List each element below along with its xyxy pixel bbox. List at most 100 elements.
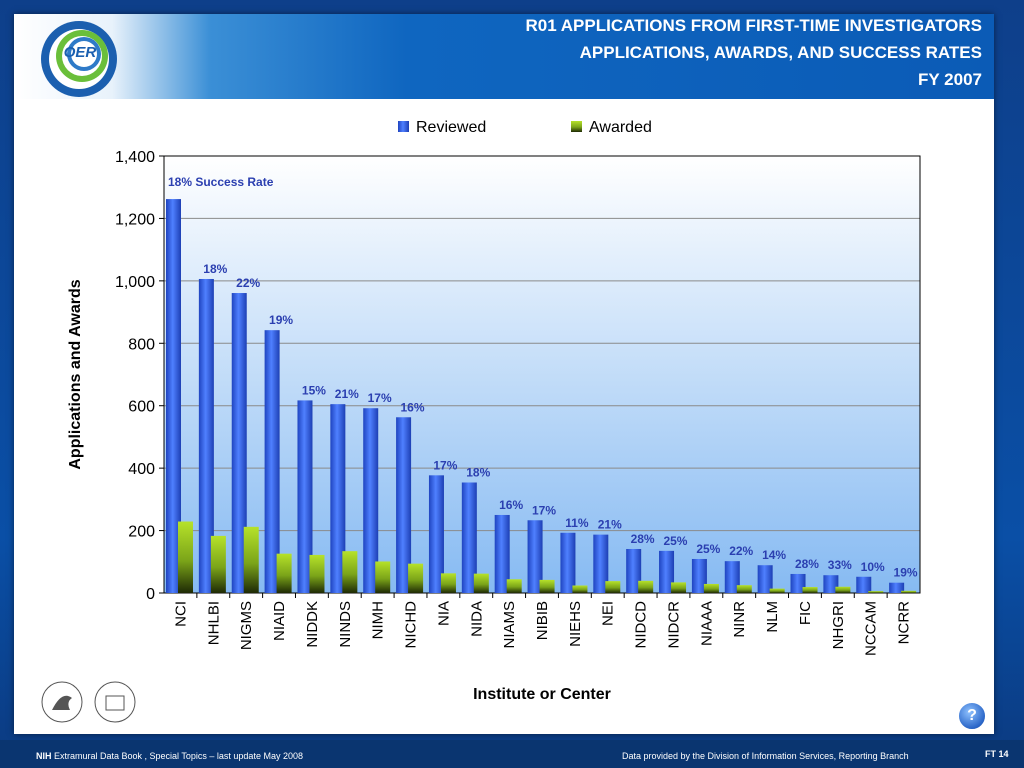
bar-awarded bbox=[408, 563, 424, 593]
x-tick-label: NIAID bbox=[271, 601, 288, 641]
bar-reviewed bbox=[724, 561, 740, 593]
bar-awarded bbox=[440, 573, 456, 593]
title-line-3: FY 2007 bbox=[918, 70, 982, 89]
x-tick-label: NIAMS bbox=[501, 601, 518, 649]
bar-reviewed bbox=[297, 400, 313, 593]
bar-awarded bbox=[342, 551, 358, 593]
bar-awarded bbox=[802, 587, 818, 593]
bar-awarded bbox=[671, 582, 687, 593]
x-tick-label: NEI bbox=[600, 601, 617, 626]
bar-reviewed bbox=[889, 582, 905, 593]
success-rate-label: 21% bbox=[335, 387, 359, 401]
x-tick-label: NIA bbox=[435, 601, 452, 626]
success-rate-label: 28% bbox=[631, 532, 655, 546]
bar-reviewed bbox=[198, 278, 214, 593]
bar-awarded bbox=[309, 554, 325, 593]
bar-reviewed bbox=[231, 293, 247, 593]
bar-reviewed bbox=[527, 520, 543, 593]
x-axis-label: Institute or Center bbox=[473, 686, 611, 703]
bar-awarded bbox=[539, 579, 555, 593]
x-tick-label: NIBIB bbox=[534, 601, 551, 640]
plot-area bbox=[164, 156, 920, 593]
footer-left-text: Extramural Data Book , Special Topics – … bbox=[51, 751, 303, 761]
x-tick-label: NLM bbox=[764, 601, 781, 633]
success-rate-label: 21% bbox=[598, 518, 622, 532]
bar-reviewed bbox=[691, 558, 707, 593]
x-tick-label: NIGMS bbox=[238, 601, 255, 650]
bar-reviewed bbox=[494, 514, 510, 593]
title-line-2: APPLICATIONS, AWARDS, AND SUCCESS RATES bbox=[579, 43, 982, 62]
success-rate-label: 28% bbox=[795, 557, 819, 571]
x-tick-label: NCCAM bbox=[863, 601, 880, 656]
bar-awarded bbox=[276, 553, 292, 593]
success-rate-label: 15% bbox=[302, 383, 326, 397]
x-tick-label: NHLBI bbox=[205, 601, 222, 645]
success-rate-label: 18% bbox=[203, 262, 227, 276]
x-tick-label: NINDS bbox=[337, 601, 354, 648]
success-rate-label: 14% bbox=[762, 548, 786, 562]
footer-bar bbox=[0, 740, 1024, 768]
bar-awarded bbox=[572, 585, 588, 593]
footer-page-number: FT 14 bbox=[985, 749, 1009, 759]
bar-reviewed bbox=[396, 417, 412, 593]
bar-awarded bbox=[703, 583, 719, 593]
bar-awarded bbox=[769, 588, 785, 593]
footer-left: NIH Extramural Data Book , Special Topic… bbox=[36, 751, 303, 761]
x-tick-label: NIAAA bbox=[698, 601, 715, 646]
bar-awarded bbox=[506, 579, 522, 593]
x-tick-label: NIDCR bbox=[665, 601, 682, 649]
x-tick-label: NIDCD bbox=[633, 601, 650, 649]
bar-reviewed bbox=[560, 532, 576, 593]
bar-awarded bbox=[835, 586, 851, 593]
bar-awarded bbox=[210, 535, 226, 593]
bar-awarded bbox=[868, 591, 884, 593]
y-axis-label: Applications and Awards bbox=[67, 279, 84, 469]
legend-swatch-awarded bbox=[571, 121, 582, 132]
success-rate-label: 19% bbox=[269, 313, 293, 327]
success-rate-label: 16% bbox=[401, 400, 425, 414]
y-tick-label: 200 bbox=[128, 524, 155, 541]
success-rate-label: 18% bbox=[466, 466, 490, 480]
success-rate-label: 19% bbox=[894, 566, 918, 580]
success-rate-label: 10% bbox=[861, 560, 885, 574]
success-rate-label: 17% bbox=[433, 458, 457, 472]
success-rate-label: 11% bbox=[565, 516, 589, 530]
y-tick-label: 1,200 bbox=[115, 211, 155, 228]
bar-awarded bbox=[243, 526, 259, 593]
bar-chart: 0 200 400 600 800 1,000 1,200 1,400 Applications… bbox=[67, 119, 921, 703]
bar-awarded bbox=[638, 580, 654, 593]
bar-awarded bbox=[375, 561, 391, 593]
x-tick-label: FIC bbox=[797, 601, 814, 625]
bar-awarded bbox=[901, 590, 917, 593]
oer-logo-icon bbox=[41, 21, 117, 97]
legend-swatch-reviewed bbox=[398, 121, 409, 132]
x-tick-label: NIEHS bbox=[567, 601, 584, 647]
y-tick-label: 1,400 bbox=[115, 149, 155, 166]
x-tick-label: NCRR bbox=[896, 601, 913, 644]
bar-reviewed bbox=[461, 482, 477, 593]
hhs-nih-seals-icon bbox=[41, 681, 136, 723]
bar-reviewed bbox=[166, 199, 181, 593]
help-button[interactable]: ? bbox=[958, 702, 986, 730]
y-tick-label: 800 bbox=[128, 336, 155, 353]
bar-awarded bbox=[605, 581, 621, 593]
success-rate-label: 25% bbox=[696, 542, 720, 556]
oer-logo-text: OER bbox=[63, 44, 97, 61]
footer-nih: NIH bbox=[36, 751, 52, 761]
bar-reviewed bbox=[856, 576, 872, 593]
bar-reviewed bbox=[264, 330, 280, 593]
y-tick-label: 0 bbox=[146, 586, 155, 603]
bar-reviewed bbox=[626, 548, 642, 593]
bar-reviewed bbox=[757, 565, 773, 593]
bar-awarded bbox=[178, 521, 193, 593]
bar-reviewed bbox=[428, 475, 444, 593]
bar-reviewed bbox=[823, 575, 839, 593]
y-tick-label: 600 bbox=[128, 399, 155, 416]
title-banner bbox=[14, 14, 994, 99]
x-tick-label: NCI bbox=[172, 601, 189, 627]
title-line-1: R01 APPLICATIONS FROM FIRST-TIME INVESTI… bbox=[525, 16, 982, 35]
success-rate-label: 22% bbox=[236, 276, 260, 290]
bar-reviewed bbox=[593, 534, 609, 593]
x-tick-label: NINR bbox=[731, 601, 748, 638]
bar-reviewed bbox=[363, 408, 379, 593]
